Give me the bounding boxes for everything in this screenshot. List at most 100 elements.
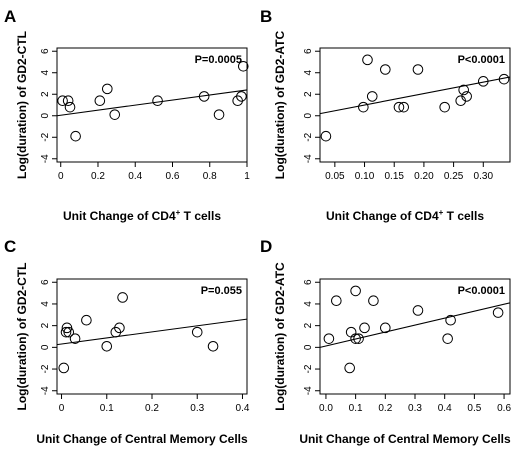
panel-b-y-tick-label: 6 [303, 48, 314, 54]
panel-d-x-axis-label-main: Unit Change of Central Memory Cells [299, 432, 511, 446]
panel-b-data-point [366, 91, 378, 102]
panel-b-data-point [458, 84, 469, 96]
panel-c-x-tick-label: 0.2 [145, 403, 159, 414]
panel-d-data-point [323, 333, 335, 344]
panel-d-x-tick-label: 0.5 [467, 403, 481, 414]
panel-c-data-point [207, 340, 219, 352]
panel-a-x-axis-label-tail: T cells [180, 209, 221, 223]
panel-c-y-tick-label: 4 [40, 301, 51, 307]
panel-d-letter: D [260, 237, 272, 256]
panel-b-x-tick-label: 0.20 [414, 171, 434, 182]
panel-a-data-point [64, 101, 76, 113]
panel-d-p-value: P<0.0001 [458, 285, 505, 297]
panel-d-y-tick-label: 6 [303, 279, 314, 285]
panel-a-letter: A [4, 7, 16, 26]
panel-a-x-tick-label: 0.6 [166, 171, 180, 182]
panel-b-data-point [398, 101, 410, 113]
panel-d-y-axis-label: Log(duration) of GD2-ATC [273, 262, 287, 411]
panel-a-x-tick-label: 0.4 [128, 171, 142, 182]
panel-c-y-axis-label: Log(duration) of GD2-CTL [15, 263, 29, 411]
panel-d-x-tick-label: 0.1 [349, 403, 363, 414]
panel-d-data-point [359, 322, 370, 334]
panel-b-x-tick-label: 0.10 [355, 171, 375, 182]
panel-b-x-axis-label-main: Unit Change of CD4 [326, 209, 439, 223]
panel-b-x-tick-label: 0.15 [384, 171, 404, 182]
panel-b-data-point [380, 64, 391, 75]
panel-a-x-axis-label-main: Unit Change of CD4 [63, 209, 176, 223]
panel-a-data-point [101, 83, 113, 95]
panel-b: B -4 -2 0 2 4 6 0.05 0.10 0.15 0.20 0.25 0.30 Log(dur… [260, 7, 511, 223]
panel-a-y-axis-label: Log(duration) of GD2-CTL [15, 31, 29, 179]
panel-c-x-tick-label: 0.1 [100, 403, 114, 414]
panel-c-data-point [69, 333, 81, 344]
panel-a-x-tick-label: 0.2 [91, 171, 105, 182]
panel-d-x-tick-label: 0.6 [497, 403, 511, 414]
panel-b-y-tick-label: -2 [303, 132, 314, 141]
panel-a-x-axis-label: Unit Change of CD4+ T cells [63, 208, 221, 223]
panel-c-data-point [81, 314, 92, 326]
panel-b-p-value: P<0.0001 [458, 54, 505, 66]
panel-c: C -4 -2 0 2 4 6 0 0.1 0.2 0.3 0.4 Log(duration) of G… [4, 237, 250, 446]
panel-c-y-tick-label: 0 [40, 344, 51, 350]
panel-c-data-point [117, 292, 128, 303]
panel-c-data-point [63, 326, 75, 338]
panel-c-y-tick-label: 6 [40, 279, 51, 285]
panel-c-x-axis-label: Unit Change of Central Memory Cells [36, 432, 248, 446]
panel-a-x-tick-label: 0.8 [203, 171, 217, 182]
panel-d-y-tick-label: 4 [303, 301, 314, 307]
panel-a-data-point [213, 109, 225, 120]
panel-a-y-tick-label: 2 [40, 91, 51, 97]
panel-d-data-point [353, 333, 364, 344]
panel-d-data-point [445, 314, 456, 326]
panel-d-x-tick-label: 0.2 [378, 403, 392, 414]
panel-b-data-point [477, 76, 489, 87]
panel-b-x-axis-label-sup: + [439, 208, 444, 217]
panel-b-data-point [412, 64, 424, 75]
panel-a-data-point [109, 109, 121, 120]
panel-a-data-point [198, 91, 210, 102]
panel-b-y-tick-label: 2 [303, 91, 314, 97]
panel-d-data-point [442, 333, 453, 344]
panel-d-data-point [380, 322, 391, 334]
panel-b-x-tick-label: 0.30 [474, 171, 494, 182]
panel-d-x-tick-label: 0.3 [408, 403, 422, 414]
panel-d-x-tick-label: 0.0 [319, 403, 333, 414]
panel-a: A -4 -2 0 2 4 6 0 0.2 0.4 0.6 0.8 1 Log(duration) of … [4, 7, 250, 223]
panel-c-y-tick-label: 2 [40, 322, 51, 328]
panel-a-x-axis-label-sup: + [176, 208, 181, 217]
panel-b-data-point [320, 130, 332, 142]
panel-a-data-point [94, 95, 106, 106]
panel-d-x-tick-label: 0.4 [438, 403, 452, 414]
panel-a-data-point [62, 95, 74, 106]
panel-d-y-tick-label: -2 [303, 364, 314, 373]
panel-b-x-axis-label-tail: T cells [443, 209, 484, 223]
panel-b-data-point [439, 101, 450, 113]
panel-b-data-point [461, 91, 472, 102]
panel-b-data-point [393, 101, 405, 113]
panel-b-data-point [358, 101, 369, 113]
panel-c-y-tick-label: -4 [40, 386, 51, 395]
panel-b-y-tick-label: 4 [303, 70, 314, 76]
panel-b-y-tick-label: 0 [303, 113, 314, 119]
panel-a-data-point [57, 95, 68, 106]
panel-c-x-axis-label-main: Unit Change of Central Memory Cells [36, 432, 248, 446]
panel-c-data-point [58, 362, 70, 374]
panel-a-plot-frame [56, 47, 248, 163]
panel-d-data-point [344, 362, 355, 374]
panel-d: D -4 -2 0 2 4 6 0.0 0.1 0.2 0.3 0.4 0.5 0.6 Log(durati… [260, 237, 511, 446]
panel-c-x-tick-label: 0.4 [236, 403, 250, 414]
panel-b-x-tick-label: 0.05 [325, 171, 345, 182]
panel-b-y-axis-label: Log(duration) of GD2-ATC [273, 30, 287, 179]
panel-c-data-point [191, 326, 203, 338]
panel-c-regression-line [56, 318, 248, 346]
panel-a-x-tick-label: 1 [244, 171, 250, 182]
panel-a-data-point [152, 95, 163, 106]
panel-c-x-tick-label: 0.3 [190, 403, 204, 414]
panel-d-data-point [350, 285, 361, 297]
panel-d-x-axis-label: Unit Change of Central Memory Cells [299, 432, 511, 446]
panel-c-y-tick-label: -2 [40, 364, 51, 373]
panel-a-data-point [237, 60, 249, 72]
panel-d-data-point [350, 333, 361, 344]
panel-a-data-point [70, 130, 81, 142]
panel-c-data-point [101, 340, 113, 352]
